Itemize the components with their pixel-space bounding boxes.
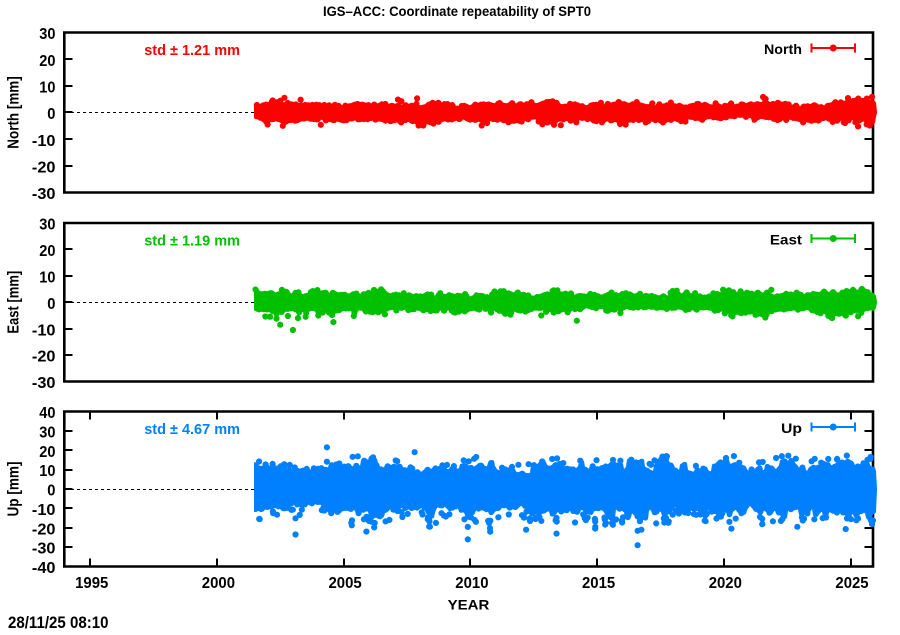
svg-text:28/11/25 08:10: 28/11/25 08:10 bbox=[8, 613, 109, 630]
svg-text:-30: -30 bbox=[32, 541, 56, 558]
svg-text:-20: -20 bbox=[32, 521, 56, 538]
svg-text:20: 20 bbox=[39, 53, 55, 70]
svg-text:2020: 2020 bbox=[709, 575, 742, 592]
svg-text:-30: -30 bbox=[32, 186, 56, 203]
svg-text:1995: 1995 bbox=[75, 575, 108, 592]
svg-text:0: 0 bbox=[47, 296, 55, 313]
svg-text:2010: 2010 bbox=[455, 575, 488, 592]
svg-text:Up [mm]: Up [mm] bbox=[6, 462, 23, 517]
svg-text:0: 0 bbox=[47, 483, 55, 500]
svg-text:-20: -20 bbox=[32, 159, 56, 176]
svg-text:10: 10 bbox=[39, 269, 55, 286]
svg-text:20: 20 bbox=[39, 444, 55, 461]
svg-text:std ± 4.67 mm: std ± 4.67 mm bbox=[144, 421, 240, 438]
svg-text:-30: -30 bbox=[32, 375, 56, 392]
svg-text:30: 30 bbox=[39, 26, 55, 43]
svg-text:-10: -10 bbox=[32, 502, 56, 519]
svg-text:10: 10 bbox=[39, 463, 55, 480]
svg-text:std ± 1.21 mm: std ± 1.21 mm bbox=[144, 42, 240, 59]
svg-text:-20: -20 bbox=[32, 349, 56, 366]
svg-text:30: 30 bbox=[39, 425, 55, 442]
svg-text:-10: -10 bbox=[32, 322, 56, 339]
svg-text:10: 10 bbox=[39, 79, 55, 96]
svg-text:std ± 1.19 mm: std ± 1.19 mm bbox=[144, 232, 240, 249]
svg-text:North [mm]: North [mm] bbox=[6, 76, 23, 148]
svg-text:-40: -40 bbox=[32, 560, 56, 577]
svg-text:Up: Up bbox=[781, 420, 802, 436]
svg-text:-10: -10 bbox=[32, 133, 56, 150]
svg-text:IGS–ACC: Coordinate repeatabil: IGS–ACC: Coordinate repeatability of SPT… bbox=[323, 3, 591, 19]
svg-text:0: 0 bbox=[47, 106, 55, 123]
svg-text:2025: 2025 bbox=[835, 575, 868, 592]
svg-text:East: East bbox=[770, 232, 802, 248]
svg-text:40: 40 bbox=[39, 405, 55, 422]
svg-text:30: 30 bbox=[39, 217, 55, 234]
svg-text:20: 20 bbox=[39, 243, 55, 260]
svg-text:2000: 2000 bbox=[202, 575, 235, 592]
svg-text:2005: 2005 bbox=[329, 575, 362, 592]
svg-text:YEAR: YEAR bbox=[448, 596, 490, 612]
svg-text:North: North bbox=[764, 41, 802, 57]
svg-text:East [mm]: East [mm] bbox=[6, 271, 23, 334]
svg-text:2015: 2015 bbox=[582, 575, 615, 592]
